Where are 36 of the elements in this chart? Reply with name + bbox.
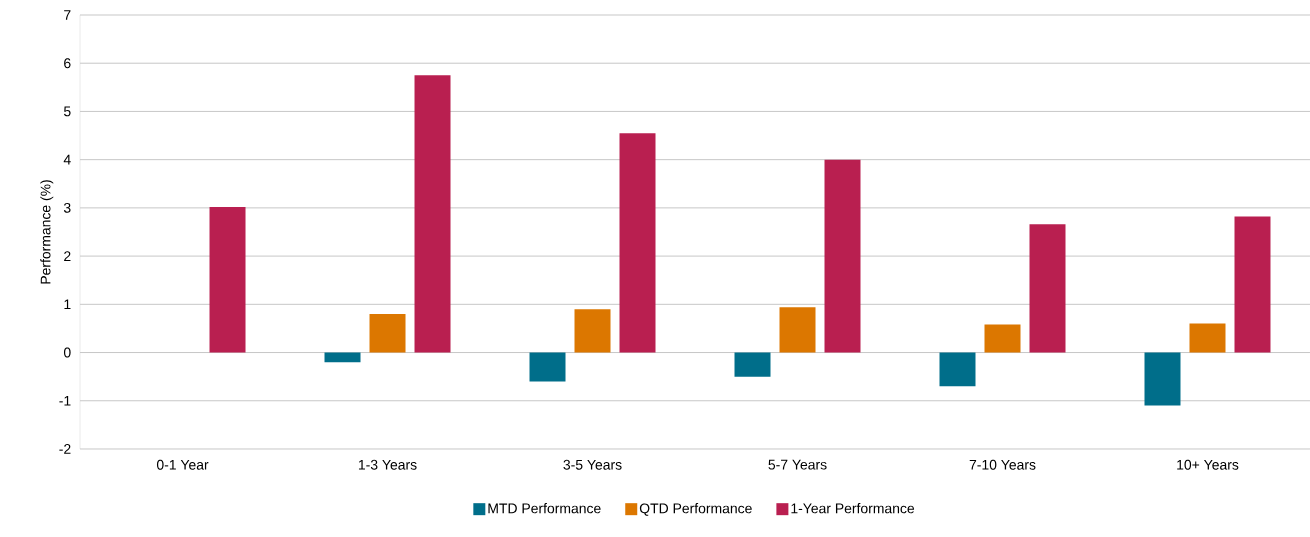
bar	[209, 206, 246, 353]
y-tick-label: 7	[64, 10, 71, 20]
y-tick-label: 5	[63, 106, 71, 117]
bar	[369, 313, 406, 353]
bar	[939, 352, 976, 387]
x-tick-label: 10+ Years	[1177, 459, 1239, 470]
x-tick-label: 1-3 Years	[358, 459, 417, 470]
y-tick-label: 1	[64, 299, 71, 310]
bar	[1234, 216, 1271, 353]
y-tick-label: 3	[63, 202, 71, 213]
bar	[529, 352, 566, 382]
x-tick-label: 7-10 Years	[969, 459, 1036, 470]
bar	[324, 352, 361, 363]
x-tick-label: 5-7 Years	[768, 459, 827, 470]
y-tick-label: 6	[64, 58, 71, 69]
y-tick-label: -1	[59, 395, 71, 406]
y-tick-label: 0	[63, 347, 71, 358]
bar	[619, 133, 656, 353]
bar	[734, 352, 771, 377]
bar	[1029, 224, 1066, 353]
bar	[1189, 323, 1226, 353]
x-tick-label: 0-1 Year	[156, 459, 209, 470]
y-tick-label: 2	[64, 251, 71, 261]
bar	[1144, 352, 1181, 406]
y-axis-title: Performance (%)	[40, 180, 54, 284]
legend-label: MTD Performance	[488, 503, 601, 514]
y-tick-label: 4	[63, 154, 71, 165]
bar	[824, 159, 861, 353]
legend-label: 1-Year Performance	[791, 503, 915, 514]
bar	[414, 75, 451, 353]
legend-label: QTD Performance	[639, 503, 752, 516]
bar	[779, 307, 816, 353]
bar	[574, 309, 611, 353]
x-tick-label: 3-5 Years	[563, 459, 622, 470]
y-tick-label: -2	[59, 444, 71, 454]
bar	[984, 324, 1021, 353]
